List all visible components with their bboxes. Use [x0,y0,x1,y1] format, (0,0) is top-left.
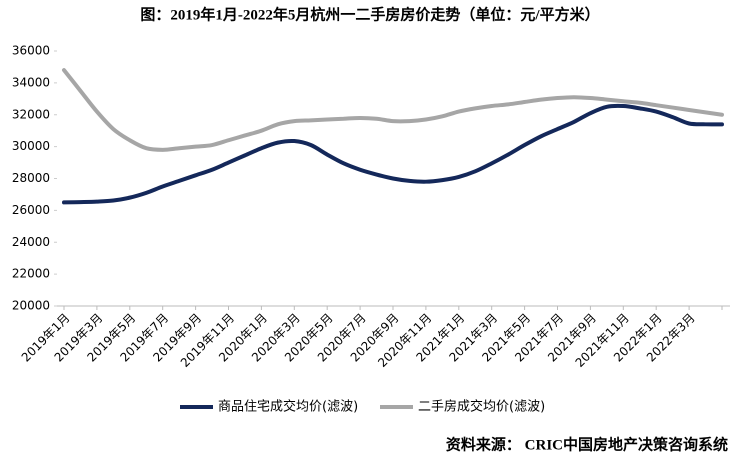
y-tick-label: 24000 [12,235,50,249]
y-tick-label: 34000 [12,75,50,89]
y-tick-label: 20000 [12,299,50,313]
y-tick-label: 32000 [12,107,50,121]
y-tick-label: 22000 [12,267,50,281]
chart-title: 图：2019年1月-2022年5月杭州一二手房房价走势（单位：元/平方米） [140,5,599,23]
legend-label: 二手房成交均价(滤波) [418,399,545,415]
y-tick-label: 36000 [12,44,50,58]
legend-label: 商品住宅成交均价(滤波) [218,399,358,415]
line [62,103,724,205]
y-tick-label: 26000 [12,203,50,217]
y-tick-label: 28000 [12,171,50,185]
y-tick-label: 30000 [12,139,50,153]
source: 资料来源： CRIC中国房地产决策咨询系统 [446,435,728,453]
line [62,68,724,152]
